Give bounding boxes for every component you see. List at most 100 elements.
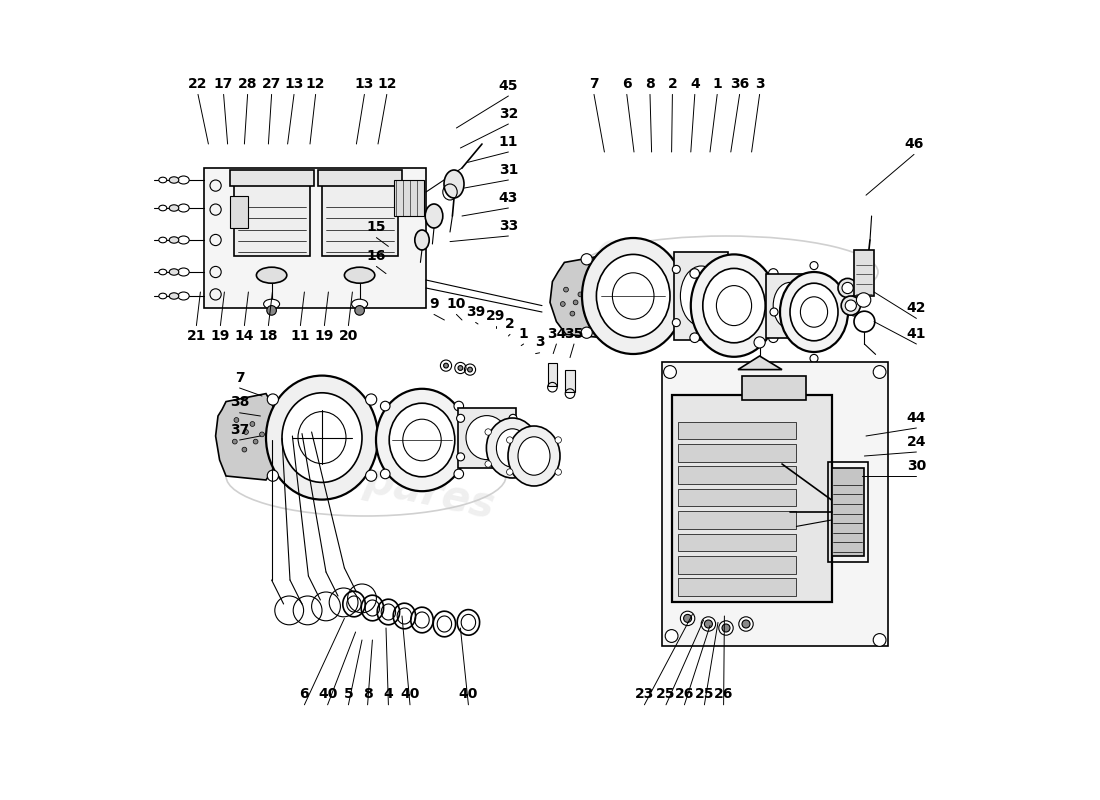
Ellipse shape xyxy=(691,254,778,357)
Circle shape xyxy=(666,630,678,642)
Circle shape xyxy=(581,254,592,265)
Ellipse shape xyxy=(264,299,279,309)
Circle shape xyxy=(534,429,540,435)
Text: 10: 10 xyxy=(447,297,466,311)
Circle shape xyxy=(578,292,583,297)
Text: 19: 19 xyxy=(211,329,230,343)
Polygon shape xyxy=(205,168,426,308)
Circle shape xyxy=(234,418,239,422)
Ellipse shape xyxy=(582,238,684,354)
Text: 12: 12 xyxy=(377,77,396,91)
Bar xyxy=(672,395,833,602)
Circle shape xyxy=(742,620,750,628)
Circle shape xyxy=(243,430,249,434)
Ellipse shape xyxy=(681,266,722,326)
Circle shape xyxy=(704,620,713,628)
Circle shape xyxy=(260,432,264,437)
Ellipse shape xyxy=(518,437,550,475)
Ellipse shape xyxy=(389,403,454,477)
Text: 22: 22 xyxy=(188,77,208,91)
Circle shape xyxy=(718,621,734,635)
Bar xyxy=(678,422,796,439)
Circle shape xyxy=(509,453,517,461)
Bar xyxy=(678,534,796,551)
Ellipse shape xyxy=(790,283,838,341)
Ellipse shape xyxy=(169,293,179,299)
Circle shape xyxy=(769,333,778,342)
Circle shape xyxy=(267,306,276,315)
Text: 28: 28 xyxy=(238,77,257,91)
Circle shape xyxy=(701,617,716,631)
Circle shape xyxy=(232,439,238,444)
Circle shape xyxy=(456,414,464,422)
Ellipse shape xyxy=(282,393,362,482)
Bar xyxy=(854,250,874,296)
Bar xyxy=(742,376,806,400)
Text: 25: 25 xyxy=(657,687,675,702)
Text: 45: 45 xyxy=(498,78,518,93)
Bar xyxy=(565,370,575,392)
Text: 23: 23 xyxy=(635,687,654,702)
Circle shape xyxy=(468,367,472,372)
Circle shape xyxy=(674,254,685,265)
Bar xyxy=(318,170,402,186)
Circle shape xyxy=(584,310,588,314)
Circle shape xyxy=(563,287,569,292)
Circle shape xyxy=(810,262,818,270)
Text: 40: 40 xyxy=(400,687,420,702)
Bar xyxy=(548,363,558,386)
Circle shape xyxy=(485,429,492,435)
Circle shape xyxy=(250,422,255,426)
Text: 5: 5 xyxy=(343,687,353,702)
Circle shape xyxy=(267,394,278,405)
Bar xyxy=(678,444,796,462)
Ellipse shape xyxy=(158,178,167,182)
Text: 14: 14 xyxy=(234,329,254,343)
Circle shape xyxy=(443,363,449,368)
Text: 6: 6 xyxy=(621,77,631,91)
Circle shape xyxy=(454,402,463,411)
Ellipse shape xyxy=(178,268,189,276)
Circle shape xyxy=(754,337,766,348)
Ellipse shape xyxy=(158,269,167,274)
Circle shape xyxy=(365,470,376,482)
Text: 21: 21 xyxy=(187,329,206,343)
Text: 17: 17 xyxy=(213,77,233,91)
Text: 35: 35 xyxy=(564,326,584,341)
Ellipse shape xyxy=(169,177,179,183)
Circle shape xyxy=(556,437,561,443)
Text: 4: 4 xyxy=(384,687,394,702)
Circle shape xyxy=(663,366,676,378)
Bar xyxy=(662,362,888,646)
Circle shape xyxy=(690,333,700,342)
Circle shape xyxy=(810,354,818,362)
Circle shape xyxy=(845,300,857,311)
Circle shape xyxy=(365,394,376,405)
Text: 7: 7 xyxy=(590,77,598,91)
Text: 34: 34 xyxy=(547,326,567,341)
Polygon shape xyxy=(738,356,782,370)
Circle shape xyxy=(507,469,513,475)
Circle shape xyxy=(842,282,854,294)
Text: 2: 2 xyxy=(668,77,678,91)
Bar xyxy=(674,252,728,340)
Text: 26: 26 xyxy=(674,687,694,702)
Ellipse shape xyxy=(178,292,189,300)
Ellipse shape xyxy=(169,269,179,275)
Ellipse shape xyxy=(773,282,806,329)
Text: 11: 11 xyxy=(498,134,518,149)
Circle shape xyxy=(857,293,871,307)
Circle shape xyxy=(253,439,258,444)
Circle shape xyxy=(681,611,695,626)
Text: 9: 9 xyxy=(429,297,439,311)
Ellipse shape xyxy=(178,236,189,244)
Bar xyxy=(458,408,516,468)
Ellipse shape xyxy=(169,237,179,243)
Circle shape xyxy=(672,318,680,326)
Ellipse shape xyxy=(266,375,378,499)
Circle shape xyxy=(570,311,575,316)
Text: 29: 29 xyxy=(486,309,505,323)
Ellipse shape xyxy=(780,272,848,352)
Text: 3: 3 xyxy=(755,77,764,91)
Text: 40: 40 xyxy=(459,687,478,702)
